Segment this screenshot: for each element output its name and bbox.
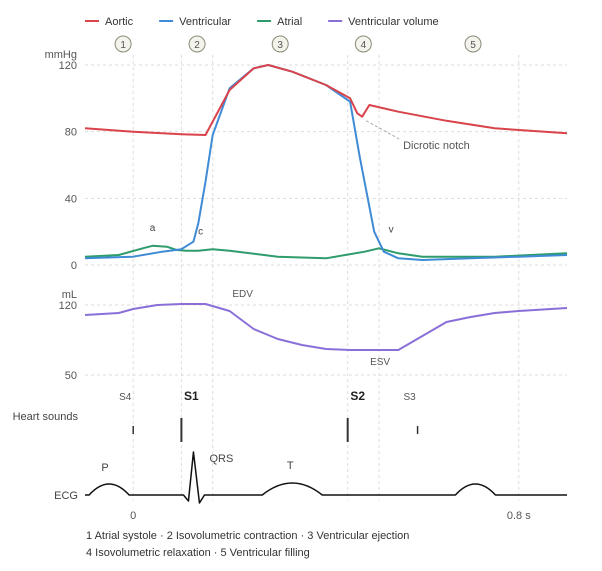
phase-marker-circle-3 (271, 35, 289, 53)
ecg-trace-group: ECG P QRS T (54, 451, 567, 504)
series (84, 64, 568, 351)
phase-marker-5: 5 (470, 40, 476, 51)
volume-tick-label-50: 50 (65, 370, 77, 382)
x-tick-label-0-8-s: 0.8 s (507, 510, 531, 522)
pressure-tick-label-40: 40 (65, 193, 77, 205)
annotation-esv: ESV (370, 357, 390, 368)
pressure-unit-label: mmHg (45, 49, 77, 61)
series-line-ventricular (84, 64, 568, 261)
series-line-ventricular-volume (84, 303, 568, 351)
ecg-wave-label-p: P (101, 462, 108, 474)
legend: Aortic Ventricular Atrial Ventricular volum… (85, 16, 439, 28)
legend-label-atrial: Atrial (277, 16, 302, 28)
volume-unit-label: mL (62, 289, 77, 301)
phase-marker-circle-5 (464, 35, 482, 53)
volume-tick-label-120: 120 (59, 300, 77, 312)
annotation-a: a (150, 223, 156, 234)
pressure-tick-label-80: 80 (65, 127, 77, 139)
footnote-line-1: 1 Atrial systole · 2 Isovolumetric contr… (86, 530, 410, 542)
ecg-wave-label-qrs: QRS (209, 453, 233, 465)
series-line-aortic (84, 64, 568, 136)
heart-sounds-label: Heart sounds (13, 411, 79, 423)
annotation-v: v (389, 225, 394, 236)
series-line-atrial (84, 244, 568, 260)
ecg-wave-label-t: T (287, 460, 294, 472)
heart-sounds-group: Heart sounds S4 S1 S2 S3 (13, 389, 419, 442)
labels: a c v Dicrotic notch EDV ESV 1 2 3 4 5 (114, 35, 482, 368)
heart-sound-label-s3: S3 (403, 392, 416, 403)
x-tick-label-0: 0 (130, 510, 136, 522)
legend-label-aortic: Aortic (105, 16, 134, 28)
annotation-edv: EDV (232, 289, 253, 300)
phase-marker-4: 4 (361, 40, 367, 51)
annotation-c: c (198, 226, 203, 237)
footnote-line-2: 4 Isovolumetric relaxation · 5 Ventricul… (86, 547, 310, 559)
annotation-dicrotic-notch: Dicrotic notch (403, 140, 470, 152)
phase-marker-3: 3 (277, 40, 283, 51)
phase-marker-circle-4 (354, 35, 372, 53)
heart-sound-label-s2: S2 (350, 389, 365, 403)
phase-marker-2: 2 (194, 40, 200, 51)
ecg-label: ECG (54, 490, 78, 502)
heart-sound-label-s1: S1 (184, 389, 199, 403)
pressure-tick-label-0: 0 (71, 260, 77, 272)
legend-label-ventricular: Ventricular (179, 16, 231, 28)
legend-label-ventricular-volume: Ventricular volume (348, 16, 439, 28)
annotation-leader-dicrotic-notch (365, 120, 400, 140)
phase-marker-circle-1 (114, 35, 132, 53)
pressure-tick-label-120: 120 (59, 60, 77, 72)
heart-sound-label-s4: S4 (119, 392, 132, 403)
ecg-trace (85, 451, 567, 504)
grid (85, 55, 567, 500)
phase-marker-circle-2 (188, 35, 206, 53)
phase-marker-1: 1 (120, 40, 126, 51)
